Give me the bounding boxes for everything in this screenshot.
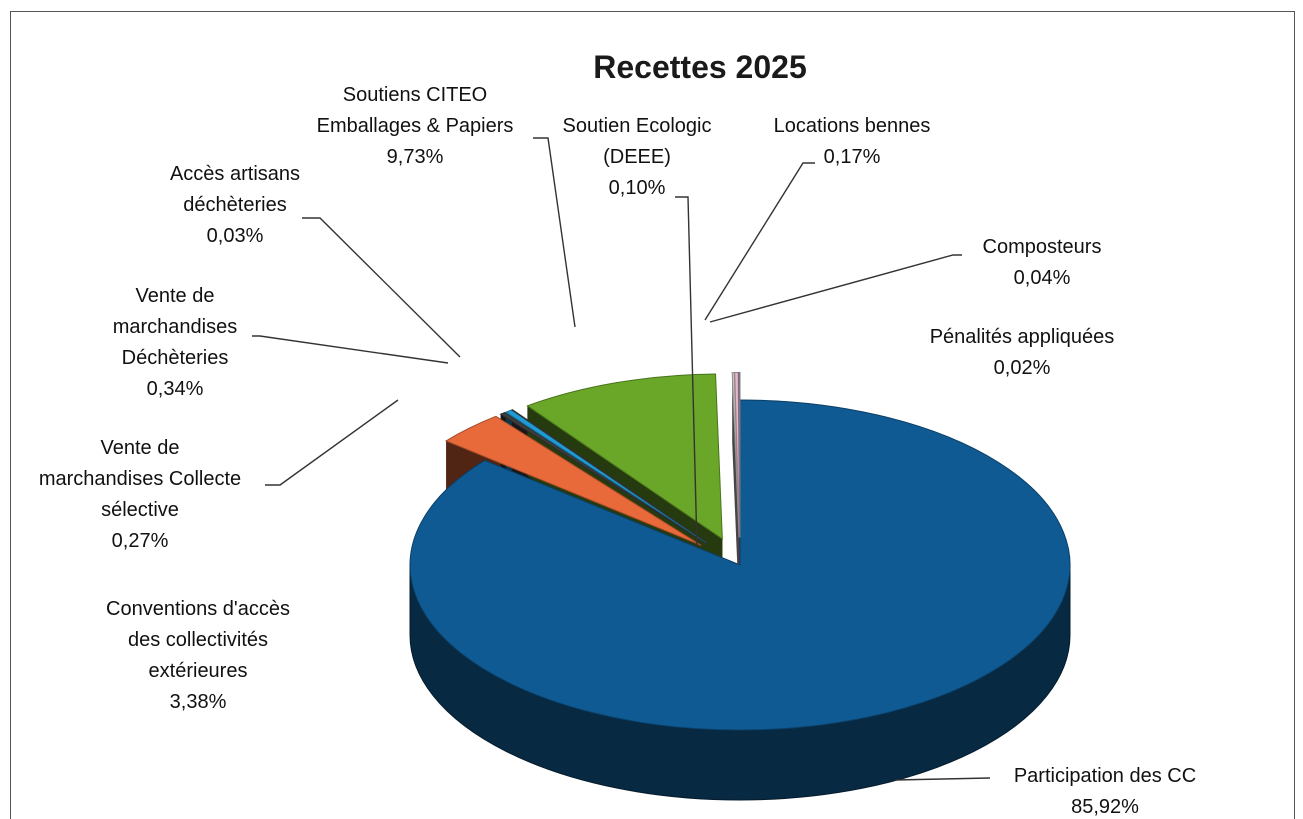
slice-label-line: Emballages & Papiers xyxy=(317,115,514,137)
slice-label-line: 0,03% xyxy=(207,225,264,247)
slice-label-0: Participation des CC 85,92% xyxy=(1014,765,1196,818)
slice-label-7: Locations bennes 0,17% xyxy=(774,115,931,168)
slice-5 xyxy=(526,373,723,540)
slice-label-4: Accès artisans déchèteries 0,03% xyxy=(170,163,300,247)
slice-2 xyxy=(499,411,707,544)
slice-label-line: 0,17% xyxy=(824,146,881,168)
slice-label-line: Vente de xyxy=(101,437,180,459)
slice-label-line: marchandises Collecte xyxy=(39,468,241,490)
slice-label-line: 0,34% xyxy=(147,378,204,400)
slice-wall-6-0 xyxy=(732,372,740,608)
pie-slices xyxy=(409,371,1071,801)
slice-label-line: Pénalités appliquées xyxy=(930,326,1115,348)
leader-line-7 xyxy=(704,162,815,321)
slice-label-line: 0,04% xyxy=(1014,267,1071,289)
slice-label-5: Soutiens CITEO Emballages & Papiers 9,73% xyxy=(317,84,514,168)
leader-line-4 xyxy=(302,217,461,358)
slice-label-line: Déchèteries xyxy=(122,347,229,369)
slice-label-6: Soutien Ecologic (DEEE) 0,10% xyxy=(563,115,712,199)
slice-label-3: Vente de marchandises Déchèteries 0,34% xyxy=(113,285,238,400)
slice-label-line: 0,27% xyxy=(112,530,169,552)
slice-label-line: marchandises xyxy=(113,316,238,338)
slice-4 xyxy=(510,409,708,544)
slice-label-line: Composteurs xyxy=(983,236,1102,258)
slice-1 xyxy=(444,415,702,546)
leader-line-5 xyxy=(533,137,576,328)
slice-label-line: Soutien Ecologic xyxy=(563,115,712,137)
leader-line-6 xyxy=(675,196,698,549)
slice-label-line: Soutiens CITEO xyxy=(343,84,488,106)
slice-label-line: 85,92% xyxy=(1071,796,1139,818)
slice-label-line: 9,73% xyxy=(387,146,444,168)
slice-label-line: Locations bennes xyxy=(774,115,931,137)
slice-label-line: extérieures xyxy=(149,660,248,682)
slice-label-1: Conventions d'accès des collectivités exté… xyxy=(106,598,290,713)
slice-label-line: 0,02% xyxy=(994,357,1051,379)
leader-line-0 xyxy=(894,777,991,781)
leader-line-3 xyxy=(252,335,449,364)
leader-line-2 xyxy=(265,399,399,486)
slice-label-line: déchèteries xyxy=(183,194,286,216)
slice-label-line: Conventions d'accès xyxy=(106,598,290,620)
slice-label-line: (DEEE) xyxy=(603,146,671,168)
slice-label-line: 0,10% xyxy=(609,177,666,199)
slice-labels: Participation des CC 85,92% Conventions d'… xyxy=(39,84,1196,818)
leader-line-8 xyxy=(709,254,962,323)
slice-label-2: Vente de marchandises Collecte sélective 0,… xyxy=(39,437,241,552)
slice-label-line: Accès artisans xyxy=(170,163,300,185)
chart-title: Recettes 2025 xyxy=(593,49,806,85)
slice-label-line: sélective xyxy=(101,499,179,521)
slice-label-line: 3,38% xyxy=(170,691,227,713)
slice-label-9: Pénalités appliquées 0,02% xyxy=(930,326,1115,379)
slice-0 xyxy=(409,399,1071,731)
slice-label-8: Composteurs 0,04% xyxy=(983,236,1102,289)
slice-label-line: des collectivités xyxy=(128,629,268,651)
leader-lines xyxy=(252,137,991,781)
slice-label-line: Vente de xyxy=(136,285,215,307)
slice-label-line: Participation des CC xyxy=(1014,765,1196,787)
